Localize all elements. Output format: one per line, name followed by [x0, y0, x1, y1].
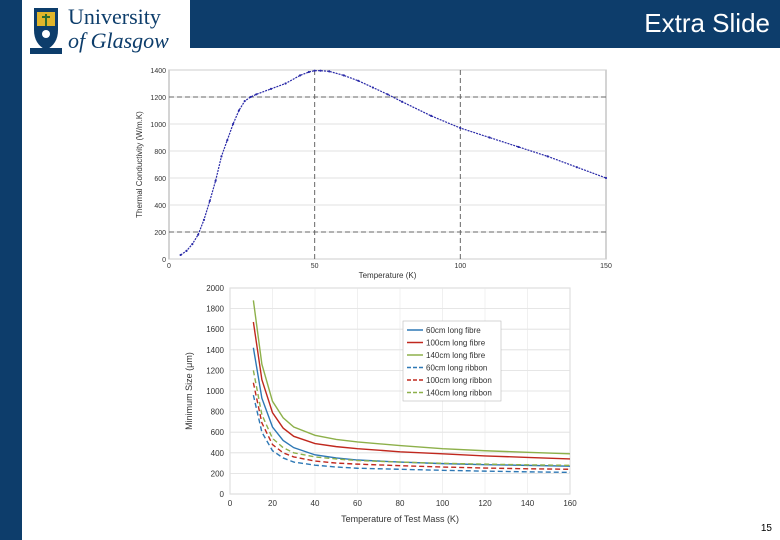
chart1-series-line	[180, 70, 607, 256]
chart1-data-point	[604, 176, 608, 180]
page-number: 15	[760, 523, 772, 534]
chart1-data-point	[400, 100, 404, 103]
university-logo: University of Glasgow	[22, 0, 190, 56]
chart2-y-tick-label: 600	[211, 428, 225, 437]
chart2-x-axis-label: Temperature of Test Mass (K)	[341, 514, 459, 524]
chart1-data-point	[220, 155, 223, 158]
chart2-legend-label: 100cm long fibre	[426, 339, 486, 348]
chart2-plot-area	[229, 287, 571, 495]
chart2-legend-label: 60cm long fibre	[426, 326, 481, 335]
chart1-data-point	[269, 87, 273, 90]
chart2-x-tick-label: 100	[436, 499, 450, 508]
chart1-y-tick-label: 200	[154, 230, 166, 237]
chart2-legend-label: 140cm long fibre	[426, 351, 486, 360]
chart2-x-tick-label: 140	[521, 499, 535, 508]
chart2-x-tick-label: 0	[228, 499, 233, 508]
chart2-y-tick-label: 0	[220, 490, 225, 499]
chart1-data-point	[307, 70, 310, 74]
chart2-x-tick-label: 60	[353, 499, 362, 508]
crest-icon	[30, 8, 62, 54]
chart2-series-line-1	[252, 321, 571, 460]
chart2-x-tick-label: 160	[563, 499, 577, 508]
chart2-x-tick-label: 40	[311, 499, 320, 508]
chart2-y-tick-label: 1200	[206, 366, 224, 375]
chart1-data-point	[488, 136, 491, 139]
chart1-y-tick-label: 800	[154, 149, 166, 156]
chart2-series-line-3	[252, 394, 571, 474]
chart1-data-point	[214, 179, 217, 182]
logo-text-line2: of Glasgow	[68, 28, 169, 53]
chart1-x-tick-label: 0	[167, 263, 171, 270]
chart1-data-point	[191, 243, 194, 246]
chart1-plot-area	[168, 69, 607, 260]
chart2-series-line-4	[252, 382, 571, 470]
chart1-data-point	[255, 93, 258, 96]
chart1-y-tick-label: 1200	[150, 95, 166, 102]
chart1-data-point	[386, 93, 389, 96]
chart1-data-point	[371, 86, 375, 89]
chart1-data-point	[575, 166, 578, 169]
chart1-x-tick-label: 50	[311, 263, 319, 270]
chart2-x-tick-label: 20	[268, 499, 277, 508]
chart1-data-point	[197, 233, 200, 236]
chart1-data-point	[202, 218, 206, 221]
chart1-data-point	[237, 109, 241, 112]
left-accent-bar	[0, 0, 22, 540]
chart2-legend-label: 100cm long ribbon	[426, 376, 492, 385]
chart2-y-tick-label: 200	[211, 469, 225, 478]
chart2-series-line-2	[252, 300, 571, 455]
chart1-data-point	[226, 139, 229, 142]
chart2-legend-label: 140cm long ribbon	[426, 389, 492, 398]
chart1-data-point	[517, 145, 520, 149]
chart2-y-tick-label: 1000	[206, 387, 224, 396]
chart1-data-point	[459, 126, 462, 130]
chart2-y-axis-label: Minimum Size (μm)	[184, 352, 194, 430]
chart2-y-tick-label: 2000	[206, 284, 224, 293]
chart1-y-tick-label: 1400	[150, 68, 166, 75]
chart1-data-point	[546, 155, 549, 158]
chart2-y-tick-label: 1400	[206, 346, 224, 355]
chart1-y-axis-label: Thermal Conductivity (W/m.K)	[135, 111, 144, 218]
logo-text-line1: University	[68, 4, 161, 29]
slide-title: Extra Slide	[644, 8, 770, 38]
chart1-data-point	[328, 70, 331, 73]
chart2-x-tick-label: 80	[396, 499, 405, 508]
chart1-data-point	[319, 69, 322, 72]
chart1-y-tick-label: 400	[154, 203, 166, 210]
chart2-y-tick-label: 400	[211, 449, 225, 458]
chart1-data-point	[430, 114, 433, 117]
chart2-y-tick-label: 800	[211, 408, 225, 417]
chart1-y-tick-label: 1000	[150, 122, 166, 129]
chart1-data-point	[249, 95, 252, 99]
chart2-series-line-5	[252, 370, 571, 467]
chart1-data-point	[357, 79, 360, 82]
chart1-data-point	[284, 82, 287, 85]
chart1-x-tick-label: 100	[454, 263, 466, 270]
chart2-y-tick-label: 1800	[206, 305, 224, 314]
chart1-data-point	[208, 199, 211, 203]
chart1-data-point	[185, 249, 188, 252]
chart1-data-point	[231, 122, 235, 126]
chart1-y-tick-label: 0	[162, 257, 166, 264]
chart2-x-tick-label: 120	[478, 499, 492, 508]
header-bar: Extra Slide	[190, 0, 780, 48]
chart1-data-point	[313, 69, 316, 72]
chart2-y-tick-label: 1600	[206, 325, 224, 334]
chart1-data-point	[342, 74, 345, 77]
chart2-series-line-0	[252, 347, 571, 467]
chart2-legend-label: 60cm long ribbon	[426, 364, 487, 373]
chart1-x-tick-label: 150	[600, 263, 612, 270]
chart2-legend-box	[402, 320, 502, 402]
chart1-data-point	[299, 74, 302, 77]
chart1-y-tick-label: 600	[154, 176, 166, 183]
chart1-data-point	[243, 99, 246, 103]
chart1-x-axis-label: Temperature (K)	[359, 271, 417, 280]
chart1-data-point	[179, 253, 182, 257]
